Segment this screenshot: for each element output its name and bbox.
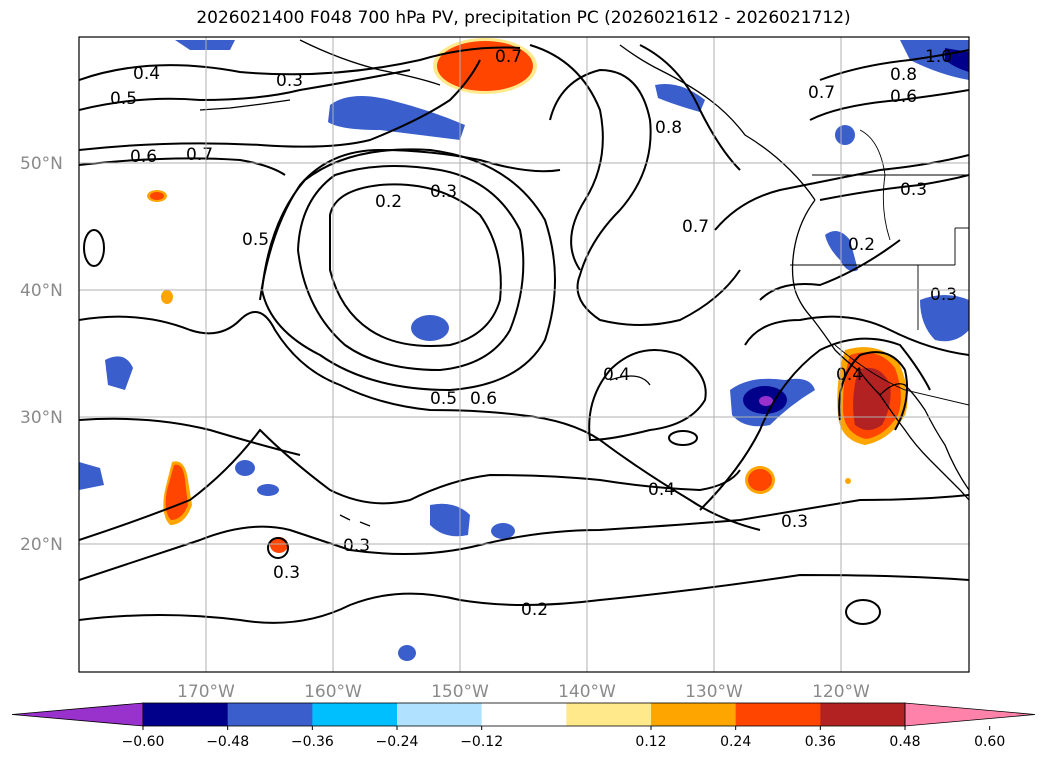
lon-label-170w: 170°W — [177, 682, 235, 702]
lon-label-150w: 150°W — [431, 682, 489, 702]
contour-label: 0.4 — [133, 64, 160, 84]
colorbar-tick-label: −0.36 — [291, 734, 334, 750]
colorbar-segment — [227, 703, 313, 726]
latitude-labels: 50°N 40°N 30°N 20°N — [20, 154, 63, 555]
colorbar-segment — [312, 703, 398, 726]
colorbar-tick-label: 0.36 — [805, 734, 836, 750]
colorbar-extend-low — [11, 702, 144, 727]
contour-label: 0.7 — [808, 83, 835, 103]
contour-label: 0.7 — [682, 217, 709, 237]
contour-label: 0.3 — [276, 71, 303, 91]
contour-label: 1.0 — [925, 47, 952, 67]
colorbar-tick-label: −0.12 — [460, 734, 503, 750]
contour-label: 0.3 — [430, 182, 457, 202]
colorbar: −0.60 −0.48 −0.36 −0.24 −0.12 0.12 0.24 0.36 0.4… — [11, 702, 1036, 750]
colorbar-frame — [142, 702, 906, 727]
contour-label: 0.2 — [848, 235, 875, 255]
contour-label: 0.4 — [648, 480, 675, 500]
colorbar-tick-label: −0.48 — [206, 734, 249, 750]
lat-label-50n: 50°N — [20, 154, 63, 174]
colorbar-segment — [735, 703, 821, 726]
graticule — [79, 37, 969, 672]
colorbar-tick-label: 0.24 — [720, 734, 751, 750]
contour-label: 0.4 — [603, 365, 630, 385]
map-frame — [78, 36, 970, 673]
colorbar-segment — [820, 703, 906, 726]
contour-label: 0.5 — [110, 89, 137, 109]
longitude-labels: 170°W 160°W 150°W 140°W 130°W 120°W — [177, 682, 870, 702]
pv-contours — [79, 44, 969, 625]
coastlines — [199, 39, 969, 527]
contour-label: 0.2 — [375, 192, 402, 212]
contour-label: 0.3 — [273, 563, 300, 583]
lon-label-160w: 160°W — [304, 682, 362, 702]
colorbar-segment — [397, 703, 483, 726]
contour-label: 0.2 — [521, 600, 548, 620]
contour-label: 0.3 — [930, 285, 957, 305]
lat-label-30n: 30°N — [20, 408, 63, 428]
colorbar-segment — [481, 703, 567, 726]
lat-label-20n: 20°N — [20, 535, 63, 555]
colorbar-tick-label: 0.60 — [974, 734, 1005, 750]
contour-label: 0.6 — [470, 389, 497, 409]
contour-label: 0.3 — [781, 512, 808, 532]
lat-label-40n: 40°N — [20, 281, 63, 301]
contour-labels: 0.4 0.5 0.3 0.7 0.6 0.7 0.8 0.2 0.3 0.5 … — [110, 47, 957, 620]
map-title: 2026021400 F048 700 hPa PV, precipitatio… — [196, 8, 851, 28]
colorbar-tick-label: 0.48 — [889, 734, 920, 750]
colorbar-tick-label: −0.24 — [376, 734, 419, 750]
colorbar-segment — [566, 703, 652, 726]
colorbar-tick-label: 0.12 — [635, 734, 666, 750]
contour-label: 0.8 — [655, 118, 682, 138]
colorbar-tick-label: −0.60 — [122, 734, 165, 750]
contour-label: 0.5 — [430, 389, 457, 409]
contour-label: 0.7 — [495, 47, 522, 67]
contour-label: 0.6 — [890, 87, 917, 107]
colorbar-extend-high — [904, 702, 1036, 727]
contour-label: 0.4 — [836, 365, 863, 385]
colorbar-segment — [143, 703, 229, 726]
lon-label-120w: 120°W — [812, 682, 870, 702]
contour-label: 0.3 — [900, 180, 927, 200]
contour-label: 0.3 — [343, 536, 370, 556]
colorbar-segment — [651, 703, 737, 726]
contour-label: 0.5 — [242, 230, 269, 250]
lon-label-130w: 130°W — [685, 682, 743, 702]
contour-label: 0.6 — [130, 147, 157, 167]
lon-label-140w: 140°W — [558, 682, 616, 702]
contour-label: 0.8 — [890, 65, 917, 85]
contour-label: 0.7 — [186, 145, 213, 165]
